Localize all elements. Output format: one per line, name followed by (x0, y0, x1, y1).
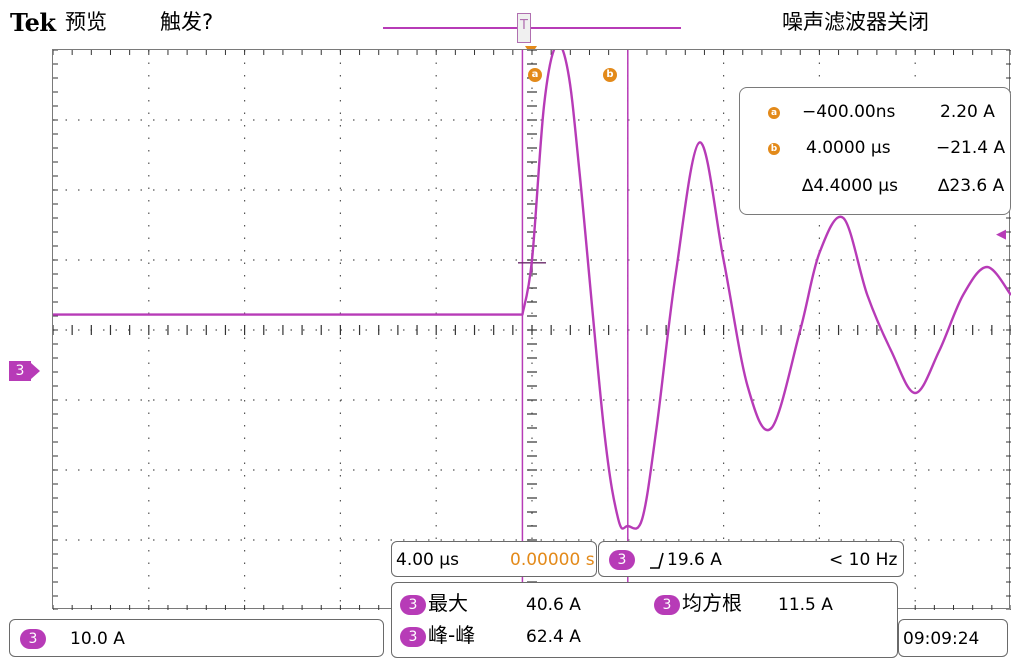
cursor-a-badge: a (768, 107, 780, 119)
noise-filter-status: 噪声滤波器关闭 (782, 10, 929, 34)
cursor-delta-time: ∆4.4000 µs (802, 176, 898, 196)
clock-time: 09:09:24 (903, 629, 980, 649)
cursor-a-top-label[interactable]: a (528, 68, 542, 82)
trigger-readout[interactable]: 3 19.6 A < 10 Hz (598, 541, 904, 577)
channel-3-scale: 10.0 A (70, 629, 125, 649)
measurement-label-max: 最大 (428, 591, 468, 615)
measurement-channel-badge: 3 (400, 627, 426, 647)
horizontal-readout[interactable]: 4.00 µs 0.00000 s (391, 541, 597, 577)
measurement-value-rms: 11.5 A (778, 595, 833, 615)
channel-3-badge: 3 (20, 629, 46, 649)
acquisition-mode-label: 预览 (65, 10, 107, 34)
trigger-frequency: < 10 Hz (829, 550, 898, 570)
trigger-status-label: 触发? (160, 10, 214, 34)
channel-3-ground-marker[interactable]: 3 (9, 361, 40, 381)
trigger-source-badge: 3 (609, 550, 635, 570)
cursor-delta-value: ∆23.6 A (938, 176, 1005, 196)
cursor-a-time: −400.00ns (802, 102, 896, 122)
marker-arrow-icon (31, 363, 40, 379)
measurement-value-max: 40.6 A (526, 595, 581, 615)
measurement-value-pk2pk: 62.4 A (526, 627, 581, 647)
record-length-bar (383, 27, 681, 29)
record-view-window[interactable]: T (517, 13, 531, 43)
measurement-label-pk2pk: 峰-峰 (428, 623, 476, 647)
measurement-panel: 3 最大 40.6 A 3 峰-峰 62.4 A 3 均方根 11.5 A (391, 582, 898, 658)
horizontal-position: 0.00000 s (510, 550, 595, 570)
horizontal-scale: 4.00 µs (396, 550, 459, 570)
trigger-level-arrow-icon: ◀ (996, 227, 1006, 242)
cursor-readout-panel: a −400.00ns 2.20 A b 4.0000 µs −21.4 A ∆… (739, 87, 1011, 215)
brand-logo: Tek (10, 8, 56, 37)
cursor-b-badge: b (768, 143, 780, 155)
trigger-level: 19.6 A (667, 550, 722, 570)
cursor-b-top-label[interactable]: b (603, 68, 617, 82)
channel-3-waveform (53, 50, 1011, 530)
cursor-a-value: 2.20 A (940, 102, 995, 122)
cursor-b-value: −21.4 A (936, 138, 1006, 158)
measurement-channel-badge: 3 (654, 595, 680, 615)
clock-readout: 09:09:24 (898, 619, 1008, 657)
channel-scale-readout[interactable]: 3 10.0 A (9, 619, 384, 657)
rising-edge-icon (650, 552, 664, 569)
channel-3-marker-label: 3 (9, 361, 31, 381)
cursor-b-time: 4.0000 µs (806, 138, 891, 158)
measurement-label-rms: 均方根 (682, 591, 742, 615)
measurement-channel-badge: 3 (400, 595, 426, 615)
trigger-position-marker: T (520, 18, 528, 33)
